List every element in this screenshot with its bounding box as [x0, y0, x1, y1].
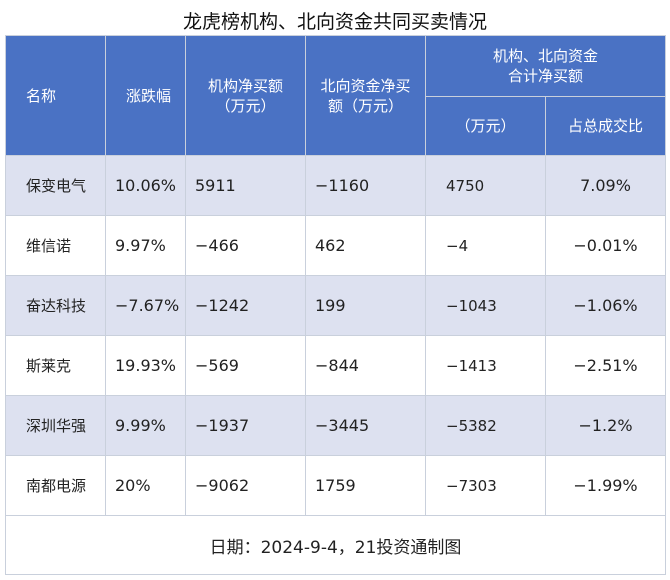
header-north-net-line1: 北向资金净买 [320, 76, 411, 95]
header-combined-line2: 合计净买额 [508, 67, 584, 85]
cell-ratio: −1.2% [544, 395, 667, 456]
cell-ratio: −2.51% [544, 335, 667, 396]
header-name: 名称 [5, 35, 106, 156]
cell-name: 奋达科技 [5, 275, 106, 336]
cell-ratio: −1.99% [544, 455, 667, 516]
cell-north: −1160 [305, 155, 426, 216]
cell-inst: −466 [185, 215, 306, 276]
cell-ratio: 7.09% [544, 155, 667, 216]
table-row: 斯莱克 19.93% −569 −844 −1413 −2.51% [5, 335, 667, 396]
cell-inst: 5911 [185, 155, 306, 216]
header-inst-net: 机构净买额 （万元） [185, 35, 306, 156]
cell-north: −844 [305, 335, 426, 396]
table-row: 奋达科技 −7.67% −1242 199 −1043 −1.06% [5, 275, 667, 336]
cell-change: 9.99% [105, 395, 186, 456]
cell-name: 深圳华强 [5, 395, 106, 456]
header-combined-ratio: 占总成交比 [544, 96, 667, 156]
cell-change: 9.97% [105, 215, 186, 276]
cell-inst: −1242 [185, 275, 306, 336]
cell-change: −7.67% [105, 275, 186, 336]
table-row: 维信诺 9.97% −466 462 −4 −0.01% [5, 215, 667, 276]
data-table: 名称 涨跌幅 机构净买额 （万元） 北向资金净买 额（万元） 机构、北向资金 合… [4, 35, 667, 575]
header-inst-net-line2: （万元） [215, 96, 276, 115]
header-combined: 机构、北向资金 合计净买额 [424, 35, 667, 97]
header-north-net: 北向资金净买 额（万元） [305, 35, 426, 156]
cell-north: 199 [305, 275, 426, 336]
header-inst-net-line1: 机构净买额 [207, 76, 283, 95]
header-combined-amount: （万元） [425, 96, 546, 156]
cell-inst: −569 [185, 335, 306, 396]
cell-change: 19.93% [105, 335, 186, 396]
header-change: 涨跌幅 [105, 35, 186, 156]
cell-change: 20% [105, 455, 186, 516]
cell-north: −3445 [305, 395, 426, 456]
cell-ratio: −0.01% [544, 215, 667, 276]
cell-total: −1043 [425, 275, 546, 336]
cell-name: 斯莱克 [5, 335, 106, 396]
cell-name: 南都电源 [5, 455, 106, 516]
cell-total: −4 [425, 215, 546, 276]
footer-note: 日期：2024-9-4，21投资通制图 [4, 515, 667, 575]
cell-north: 1759 [305, 455, 426, 516]
cell-total: 4750 [425, 155, 546, 216]
header-north-net-line2: 额（万元） [327, 96, 403, 115]
cell-inst: −9062 [185, 455, 306, 516]
table-row: 南都电源 20% −9062 1759 −7303 −1.99% [5, 455, 667, 516]
cell-total: −1413 [425, 335, 546, 396]
cell-name: 保变电气 [5, 155, 106, 216]
cell-north: 462 [305, 215, 426, 276]
cell-change: 10.06% [105, 155, 186, 216]
cell-inst: −1937 [185, 395, 306, 456]
cell-ratio: −1.06% [544, 275, 667, 336]
cell-name: 维信诺 [5, 215, 106, 276]
header-combined-line1: 机构、北向资金 [493, 47, 599, 65]
table-row: 保变电气 10.06% 5911 −1160 4750 7.09% [5, 155, 667, 216]
cell-total: −5382 [425, 395, 546, 456]
cell-total: −7303 [425, 455, 546, 516]
table-row: 深圳华强 9.99% −1937 −3445 −5382 −1.2% [5, 395, 667, 456]
table-title: 龙虎榜机构、北向资金共同买卖情况 [182, 11, 487, 33]
